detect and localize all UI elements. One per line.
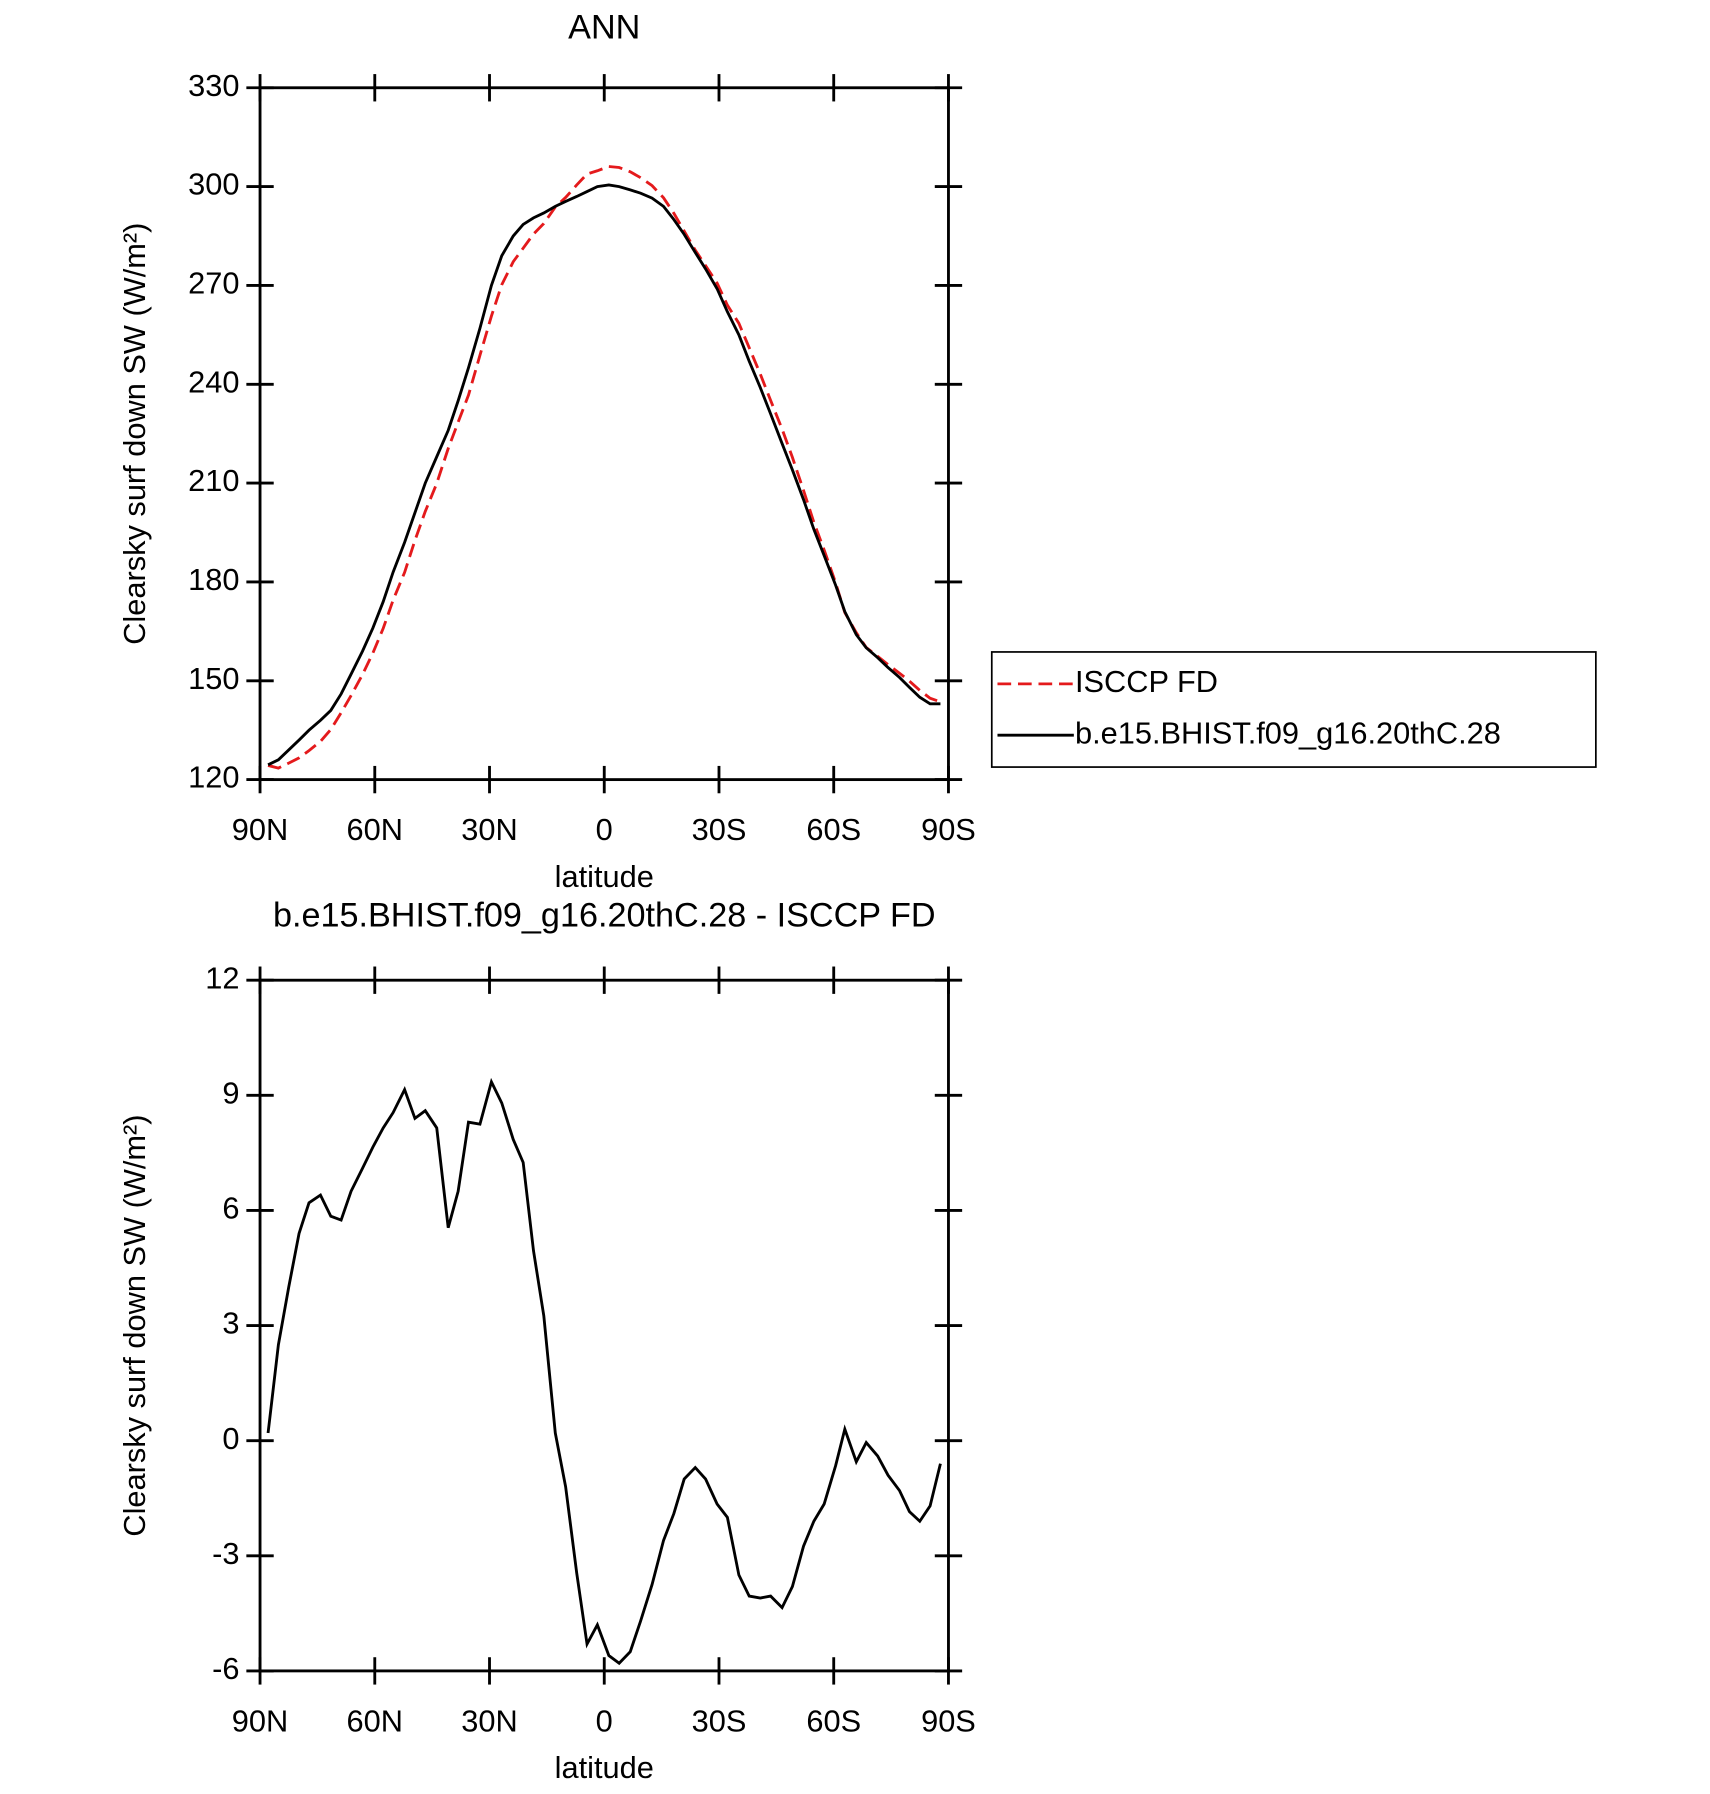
chart-title: ANN bbox=[568, 9, 640, 47]
x-tick-label: 30N bbox=[461, 812, 517, 847]
x-tick-label: 90N bbox=[232, 812, 288, 847]
x-tick-label: 60N bbox=[347, 1703, 403, 1738]
chart-title: b.e15.BHIST.f09_g16.20thC.28 - ISCCP FD bbox=[273, 897, 936, 935]
x-tick-label: 60S bbox=[806, 812, 861, 847]
y-tick-label: 330 bbox=[188, 68, 239, 103]
y-tick-label: 300 bbox=[188, 167, 239, 202]
y-axis-label: Clearsky surf down SW (W/m²) bbox=[117, 1114, 152, 1536]
x-tick-label: 30N bbox=[461, 1703, 517, 1738]
x-tick-label: 30S bbox=[692, 812, 747, 847]
y-tick-label: -6 bbox=[212, 1651, 239, 1686]
y-tick-label: 0 bbox=[222, 1421, 239, 1456]
y-tick-label: 240 bbox=[188, 364, 239, 399]
x-tick-label: 90S bbox=[921, 812, 976, 847]
y-tick-label: 120 bbox=[188, 760, 239, 795]
x-tick-label: 60N bbox=[347, 812, 403, 847]
legend-box bbox=[990, 651, 1597, 768]
legend-label: ISCCP FD bbox=[1075, 664, 1218, 699]
y-tick-label: 150 bbox=[188, 661, 239, 696]
legend-label: b.e15.BHIST.f09_g16.20thC.28 bbox=[1075, 715, 1501, 750]
series-line bbox=[267, 183, 941, 767]
y-tick-label: 6 bbox=[222, 1191, 239, 1226]
x-tick-label: 90N bbox=[232, 1703, 288, 1738]
y-tick-label: 180 bbox=[188, 562, 239, 597]
series-line bbox=[267, 165, 941, 770]
plot-frame bbox=[258, 86, 950, 782]
y-tick-label: 12 bbox=[205, 960, 239, 995]
y-tick-label: -3 bbox=[212, 1536, 239, 1571]
x-axis-label: latitude bbox=[555, 859, 654, 894]
x-tick-label: 0 bbox=[596, 1703, 613, 1738]
x-tick-label: 90S bbox=[921, 1703, 976, 1738]
x-axis-label: latitude bbox=[555, 1750, 654, 1785]
x-tick-label: 30S bbox=[692, 1703, 747, 1738]
series-line bbox=[266, 1077, 942, 1666]
plot-frame bbox=[258, 978, 950, 1673]
x-tick-label: 60S bbox=[806, 1703, 861, 1738]
y-tick-label: 9 bbox=[222, 1075, 239, 1110]
y-tick-label: 3 bbox=[222, 1306, 239, 1341]
y-tick-label: 270 bbox=[188, 266, 239, 301]
x-tick-label: 0 bbox=[596, 812, 613, 847]
y-tick-label: 210 bbox=[188, 463, 239, 498]
y-axis-label: Clearsky surf down SW (W/m²) bbox=[117, 223, 152, 645]
